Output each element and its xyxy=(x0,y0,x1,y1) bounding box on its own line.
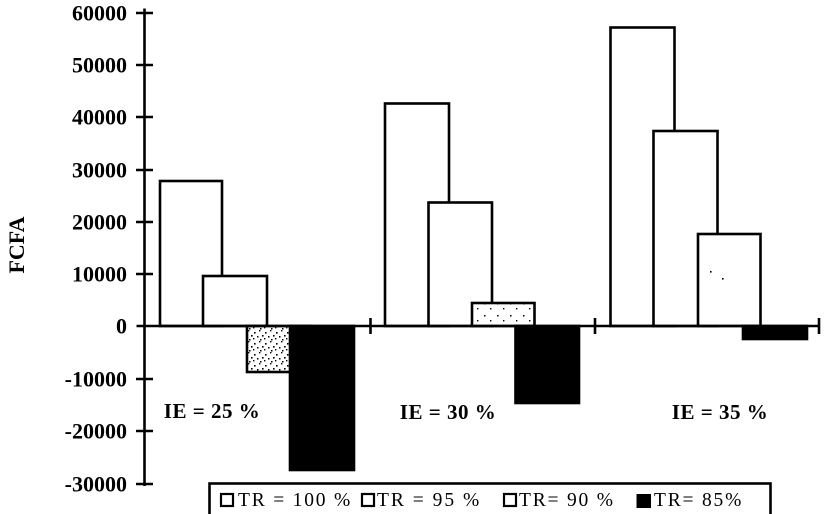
svg-text:-20000: -20000 xyxy=(65,419,127,444)
svg-text:30000: 30000 xyxy=(72,158,127,183)
svg-text:20000: 20000 xyxy=(72,210,127,235)
svg-text:IE = 35 %: IE = 35 % xyxy=(672,400,768,424)
svg-text:60000: 60000 xyxy=(72,1,127,26)
svg-text:40000: 40000 xyxy=(72,105,127,130)
svg-text:50000: 50000 xyxy=(72,53,127,78)
svg-text:TR= 90 %: TR= 90 % xyxy=(519,490,615,511)
svg-text:-10000: -10000 xyxy=(65,367,127,392)
svg-text:IE = 30 %: IE = 30 % xyxy=(400,400,496,424)
svg-text:TR= 85%: TR= 85% xyxy=(654,490,743,511)
svg-text:10000: 10000 xyxy=(72,262,127,287)
svg-text:FCFA: FCFA xyxy=(4,216,29,273)
svg-text:0: 0 xyxy=(116,314,127,339)
svg-text:TR = 95 %: TR = 95 % xyxy=(377,490,481,511)
svg-text:IE = 25 %: IE = 25 % xyxy=(164,399,260,423)
svg-text:-30000: -30000 xyxy=(65,472,127,497)
svg-text:TR = 100 %: TR = 100 % xyxy=(238,490,352,511)
